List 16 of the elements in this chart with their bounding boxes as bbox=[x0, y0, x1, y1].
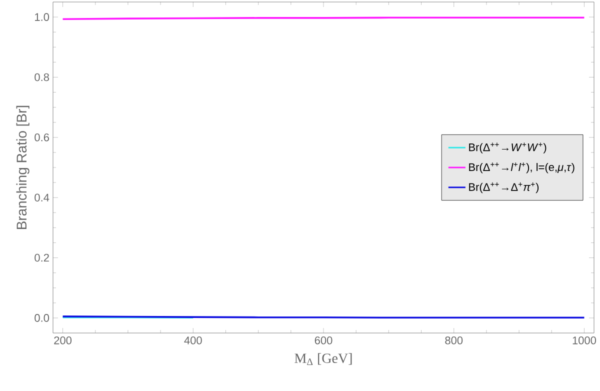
y-tick-label: 0.6 bbox=[34, 134, 50, 142]
y-tick-label: 0.4 bbox=[34, 194, 50, 202]
y-tick-label: 0.0 bbox=[34, 314, 50, 322]
y-axis-title: Branching Ratio [Br] bbox=[16, 106, 30, 229]
y-tick-label: 0.2 bbox=[34, 254, 49, 262]
y-tick-label: 0.8 bbox=[34, 73, 50, 82]
legend-label: Br(Δ$^{++}$→W$^{+}$W$^{+}$) bbox=[469, 142, 546, 154]
x-tick-label: 1000 bbox=[572, 336, 596, 344]
text: Br(Δ$^{++}$→l$^{+}$l$^{+}$), l=(e,μ,τ) bbox=[469, 162, 574, 174]
y-tick-label: 1.0 bbox=[35, 13, 50, 21]
legend-label: Br(Δ$^{++}$→Δ$^{+}$π$^{+}$) bbox=[469, 182, 539, 194]
x-tick-label: 200 bbox=[54, 336, 72, 344]
x-tick-label: 800 bbox=[445, 336, 463, 344]
x-tick-label: 400 bbox=[184, 336, 202, 344]
x-tick-label: 600 bbox=[314, 336, 332, 344]
x-axis-title: M$_{Δ}$ [GeV] bbox=[294, 353, 352, 366]
